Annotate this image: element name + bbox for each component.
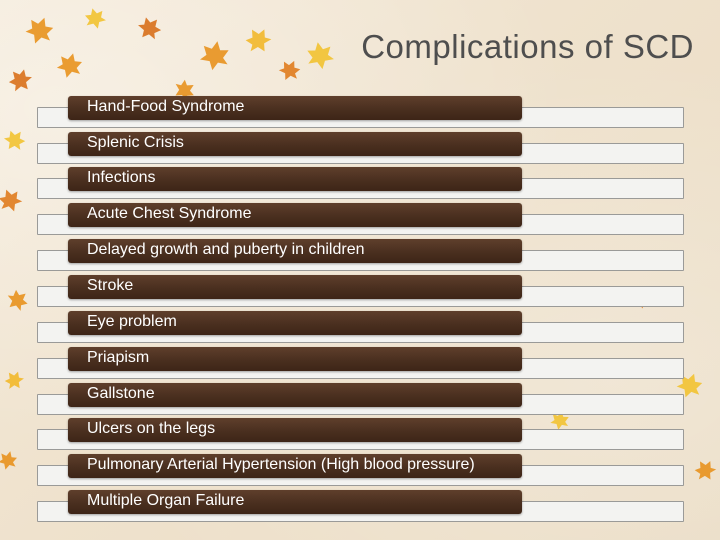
list-item-label: Acute Chest Syndrome bbox=[87, 205, 252, 222]
list-item-bar bbox=[68, 418, 522, 442]
list-item: Priapism bbox=[0, 347, 720, 381]
list-item-bar bbox=[68, 275, 522, 299]
list-item-label: Splenic Crisis bbox=[87, 134, 184, 151]
list-item-label: Delayed growth and puberty in children bbox=[87, 241, 365, 258]
list-item: Splenic Crisis bbox=[0, 132, 720, 166]
list-item-bar bbox=[68, 347, 522, 371]
list-item: Gallstone bbox=[0, 383, 720, 417]
list-item: Infections bbox=[0, 167, 720, 201]
list-item: Stroke bbox=[0, 275, 720, 309]
list-item: Ulcers on the legs bbox=[0, 418, 720, 452]
list-item: Hand-Food Syndrome bbox=[0, 96, 720, 130]
list-item-label: Ulcers on the legs bbox=[87, 420, 216, 437]
list-item-label: Stroke bbox=[87, 277, 134, 294]
list-item-bar bbox=[68, 239, 522, 263]
list-item-label: Infections bbox=[87, 169, 156, 186]
list-item-bar bbox=[68, 167, 522, 191]
list-item-bar bbox=[68, 490, 522, 514]
list-item: Eye problem bbox=[0, 311, 720, 345]
list-item-bar bbox=[68, 96, 522, 120]
list-item-bar bbox=[68, 132, 522, 156]
list-item-bar bbox=[68, 203, 522, 227]
list-item-bar bbox=[68, 311, 522, 335]
list-item-label: Multiple Organ Failure bbox=[87, 492, 245, 509]
list-item-label: Eye problem bbox=[87, 313, 177, 330]
list-item: Multiple Organ Failure bbox=[0, 490, 720, 524]
list-item-bar bbox=[68, 383, 522, 407]
slide-title: Complications of SCD bbox=[361, 28, 694, 65]
list-item-label: Pulmonary Arterial Hypertension (High bl… bbox=[87, 456, 475, 473]
list-item: Acute Chest Syndrome bbox=[0, 203, 720, 237]
list-item: Delayed growth and puberty in children bbox=[0, 239, 720, 273]
list-item: Pulmonary Arterial Hypertension (High bl… bbox=[0, 454, 720, 488]
list-item-bar bbox=[68, 454, 522, 478]
list-item-label: Hand-Food Syndrome bbox=[87, 98, 245, 115]
list-item-label: Gallstone bbox=[87, 385, 155, 402]
list-item-label: Priapism bbox=[87, 349, 150, 366]
